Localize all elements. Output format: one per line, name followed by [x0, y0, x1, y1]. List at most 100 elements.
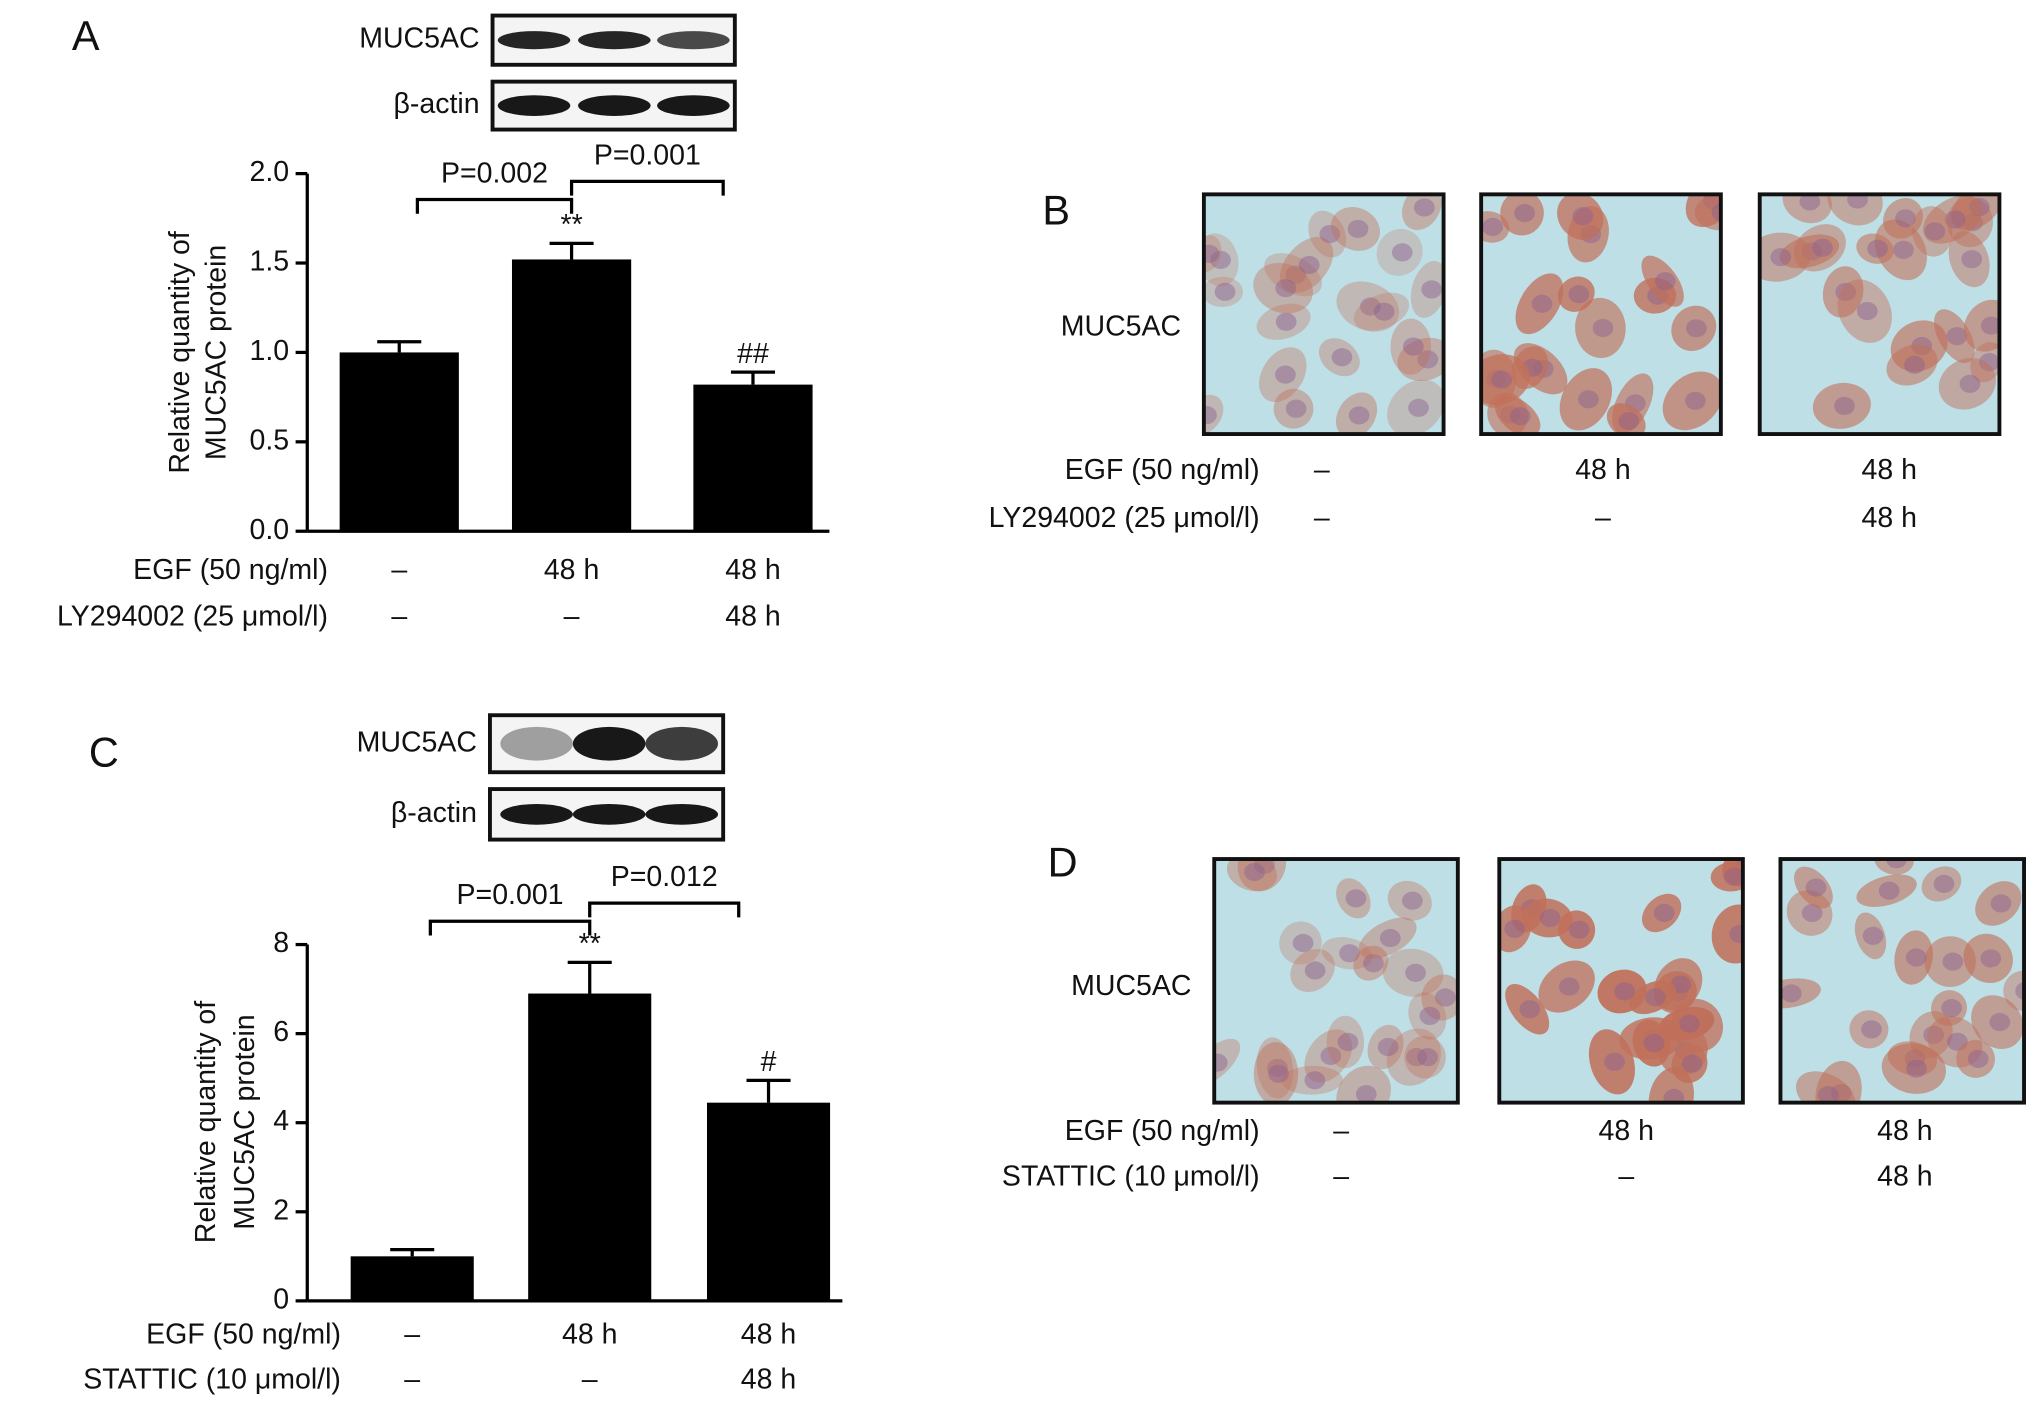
nucleus: [1504, 919, 1526, 938]
nucleus: [1572, 207, 1594, 226]
cell: [1382, 948, 1444, 997]
nucleus: [1893, 240, 1914, 259]
cell: [1500, 194, 1544, 236]
nucleus: [1285, 399, 1307, 418]
cell: [1827, 194, 1883, 226]
nucleus: [1644, 988, 1666, 1007]
nucleus: [1961, 250, 1983, 269]
cell: [1597, 969, 1647, 1014]
nucleus: [1244, 862, 1265, 882]
nucleus: [1482, 217, 1503, 237]
y-axis-label: Relative quantity of: [164, 231, 196, 473]
treatment-cell: –: [1595, 502, 1611, 534]
nucleus: [1780, 984, 1802, 1003]
cell: [1812, 382, 1871, 429]
cell: [1203, 276, 1244, 308]
cell: [1237, 859, 1287, 892]
cell: [1273, 388, 1314, 429]
cell: [1326, 1015, 1365, 1069]
comparison-bracket: [415, 197, 574, 214]
cell: [1336, 281, 1400, 332]
treatment-cell: –: [1333, 1115, 1349, 1147]
micrograph-bg: [1203, 194, 1444, 435]
nucleus: [1578, 390, 1599, 409]
micrograph-frame: [1201, 192, 1446, 436]
blot-label: MUC5AC: [359, 23, 479, 55]
blot-band: [657, 31, 730, 50]
cell: [1794, 866, 1833, 909]
y-tick-label: 2: [273, 1194, 289, 1226]
nucleus: [1304, 961, 1326, 980]
nucleus: [1568, 920, 1590, 939]
nucleus: [1990, 894, 2012, 913]
micrograph: [1481, 194, 1721, 435]
cell: [1795, 1071, 1856, 1103]
nucleus: [1946, 327, 1968, 346]
nucleus: [1360, 297, 1381, 316]
cell: [1281, 1065, 1343, 1095]
cell: [1956, 1039, 1996, 1078]
cell: [1588, 1029, 1635, 1095]
treatment-cell: 48 h: [1862, 502, 1917, 534]
blot-band: [500, 726, 573, 761]
nucleus: [1979, 353, 2000, 372]
micrograph-frame: [1479, 192, 1723, 436]
nucleus: [1933, 874, 1955, 893]
nucleus: [1681, 1054, 1703, 1073]
nucleus: [1421, 280, 1443, 299]
treatment-name: STATTIC (10 μmol/l): [83, 1364, 341, 1396]
cell: [1782, 194, 1832, 224]
blot-band: [572, 726, 646, 761]
cell: [1376, 228, 1423, 276]
cell: [1253, 262, 1313, 314]
nucleus: [1895, 209, 1916, 228]
nucleus: [1285, 265, 1307, 284]
nucleus: [1203, 405, 1217, 425]
micrograph-frame: [1497, 857, 1745, 1105]
row-label: MUC5AC: [1061, 310, 1181, 342]
nucleus: [1347, 219, 1369, 239]
cell: [1559, 368, 1613, 431]
nucleus: [1711, 203, 1721, 222]
nucleus: [1377, 1037, 1399, 1057]
nucleus: [1729, 924, 1743, 944]
cell: [1970, 341, 2000, 383]
panel-label: D: [1048, 838, 1078, 885]
nucleus: [1643, 1034, 1665, 1053]
nucleus: [1210, 250, 1231, 269]
panel-label: B: [1042, 187, 1070, 234]
blot-label: β-actin: [391, 797, 477, 829]
blot-band: [572, 803, 646, 825]
nucleus: [1604, 1052, 1625, 1071]
nucleus: [1267, 1058, 1288, 1077]
cell: [1358, 917, 1417, 959]
cell: [1881, 1043, 1947, 1094]
significance-mark: **: [560, 209, 582, 241]
cell: [1671, 1044, 1708, 1084]
cell: [1421, 974, 1458, 1021]
nucleus: [1304, 1071, 1326, 1090]
treatment-cell: 48 h: [1575, 454, 1630, 486]
blot-band: [578, 95, 651, 116]
cell: [1780, 978, 1821, 1009]
cell: [1874, 219, 1927, 281]
cell: [1557, 276, 1595, 312]
cell: [1226, 859, 1278, 892]
comparison-bracket: [569, 179, 725, 196]
nucleus: [1847, 194, 1868, 209]
bar: [350, 1256, 474, 1301]
treatment-cell: –: [1314, 454, 1330, 486]
nucleus: [1944, 210, 1966, 229]
treatment-name: EGF (50 ng/ml): [1065, 1115, 1260, 1147]
blot-band: [578, 31, 651, 50]
nucleus: [1558, 977, 1580, 996]
cell: [1253, 1042, 1299, 1103]
cell: [1336, 1065, 1391, 1103]
cell: [1606, 403, 1646, 435]
cell: [1387, 880, 1432, 921]
y-tick-label: 2.0: [249, 156, 289, 188]
nucleus: [1337, 1032, 1359, 1052]
nucleus: [1320, 1046, 1342, 1065]
nucleus: [1509, 407, 1531, 426]
significance-mark: ##: [737, 338, 769, 370]
